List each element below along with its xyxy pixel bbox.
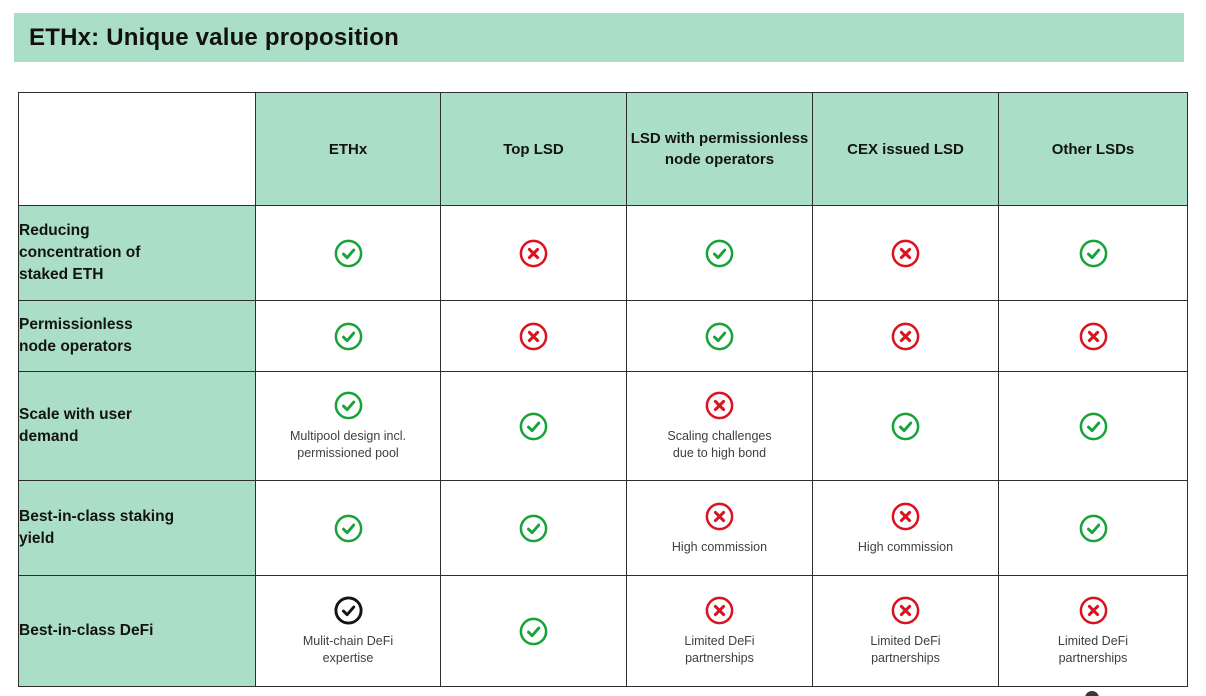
comparison-cell bbox=[626, 205, 813, 301]
comparison-cell bbox=[255, 205, 441, 301]
check-circle-icon bbox=[333, 321, 364, 352]
comparison-cell bbox=[440, 371, 627, 481]
x-circle-icon bbox=[890, 595, 921, 626]
check-circle-icon bbox=[518, 616, 549, 647]
comparison-cell: High commission bbox=[626, 480, 813, 576]
comparison-cell bbox=[812, 300, 999, 372]
comparison-cell bbox=[812, 371, 999, 481]
comparison-table: ETHx Top LSD LSD with permissionless node … bbox=[18, 92, 1188, 687]
comparison-cell bbox=[998, 300, 1188, 372]
table-row: Best-in-class staking yield bbox=[18, 480, 1188, 576]
row-label: Scale with user demand bbox=[18, 371, 256, 481]
comparison-cell: High commission bbox=[812, 480, 999, 576]
cell-note: High commission bbox=[671, 539, 768, 554]
comparison-cell: Limited DeFi partnerships bbox=[812, 575, 999, 687]
comparison-cell bbox=[440, 480, 627, 576]
row-label: Best-in-class DeFi bbox=[18, 575, 256, 687]
comparison-cell: Limited DeFi partnerships bbox=[626, 575, 813, 687]
column-header: ETHx bbox=[255, 92, 441, 206]
cell-note: Limited DeFi partnerships bbox=[1057, 634, 1129, 665]
table-row: Permissionless node operators bbox=[18, 300, 1188, 372]
page-title: ETHx: Unique value proposition bbox=[29, 23, 400, 51]
column-header: CEX issued LSD bbox=[812, 92, 999, 206]
column-header: Other LSDs bbox=[998, 92, 1188, 206]
comparison-cell: Limited DeFi partnerships bbox=[998, 575, 1188, 687]
x-circle-icon bbox=[518, 238, 549, 269]
corner-cell bbox=[18, 92, 256, 206]
cell-note: High commission bbox=[857, 539, 954, 554]
column-header: LSD with permissionless node operators bbox=[626, 92, 813, 206]
comparison-cell: Mulit-chain DeFi expertise bbox=[255, 575, 441, 687]
comparison-cell bbox=[812, 205, 999, 301]
comparison-cell bbox=[626, 300, 813, 372]
check-circle-icon bbox=[333, 595, 364, 626]
x-circle-icon bbox=[890, 501, 921, 532]
table-row: Scale with user demand Multipool design … bbox=[18, 371, 1188, 481]
check-circle-icon bbox=[333, 238, 364, 269]
cell-note: Limited DeFi partnerships bbox=[870, 634, 941, 665]
x-circle-icon bbox=[1078, 595, 1109, 626]
table-row: Best-in-class DeFi Mulit-chain DeFi expe… bbox=[18, 575, 1188, 687]
comparison-cell bbox=[998, 205, 1188, 301]
check-circle-icon bbox=[704, 321, 735, 352]
x-circle-icon bbox=[890, 238, 921, 269]
check-circle-icon bbox=[518, 411, 549, 442]
x-circle-icon bbox=[704, 595, 735, 626]
check-circle-icon bbox=[518, 513, 549, 544]
comparison-cell bbox=[440, 300, 627, 372]
row-label: Best-in-class staking yield bbox=[18, 480, 256, 576]
table-row: Reducing concentration of staked ETH bbox=[18, 205, 1188, 301]
comparison-cell: Multipool design incl. permissioned pool bbox=[255, 371, 441, 481]
row-label: Permissionless node operators bbox=[18, 300, 256, 372]
comparison-cell bbox=[255, 480, 441, 576]
comparison-cell bbox=[998, 371, 1188, 481]
cell-note: Limited DeFi partnerships bbox=[684, 634, 755, 665]
check-circle-icon bbox=[333, 513, 364, 544]
cell-note: Mulit-chain DeFi expertise bbox=[302, 634, 394, 665]
x-circle-icon bbox=[518, 321, 549, 352]
check-circle-icon bbox=[333, 390, 364, 421]
cell-note: Scaling challenges due to high bond bbox=[667, 429, 772, 460]
comparison-cell bbox=[998, 480, 1188, 576]
check-circle-icon bbox=[890, 411, 921, 442]
row-label: Reducing concentration of staked ETH bbox=[18, 205, 256, 301]
check-circle-icon bbox=[1078, 238, 1109, 269]
column-header: Top LSD bbox=[440, 92, 627, 206]
check-circle-icon bbox=[1078, 513, 1109, 544]
check-circle-icon bbox=[704, 238, 735, 269]
x-circle-icon bbox=[704, 501, 735, 532]
cut-off-logo bbox=[1085, 691, 1099, 696]
comparison-cell: Scaling challenges due to high bond bbox=[626, 371, 813, 481]
x-circle-icon bbox=[890, 321, 921, 352]
comparison-cell bbox=[440, 205, 627, 301]
comparison-cell bbox=[255, 300, 441, 372]
header-row: ETHx Top LSD LSD with permissionless node … bbox=[18, 92, 1188, 206]
x-circle-icon bbox=[704, 390, 735, 421]
comparison-cell bbox=[440, 575, 627, 687]
x-circle-icon bbox=[1078, 321, 1109, 352]
check-circle-icon bbox=[1078, 411, 1109, 442]
cell-note: Multipool design incl. permissioned pool bbox=[289, 429, 407, 460]
title-bar: ETHx: Unique value proposition bbox=[14, 13, 1184, 62]
table-body: Reducing concentration of staked ETH bbox=[18, 205, 1188, 687]
